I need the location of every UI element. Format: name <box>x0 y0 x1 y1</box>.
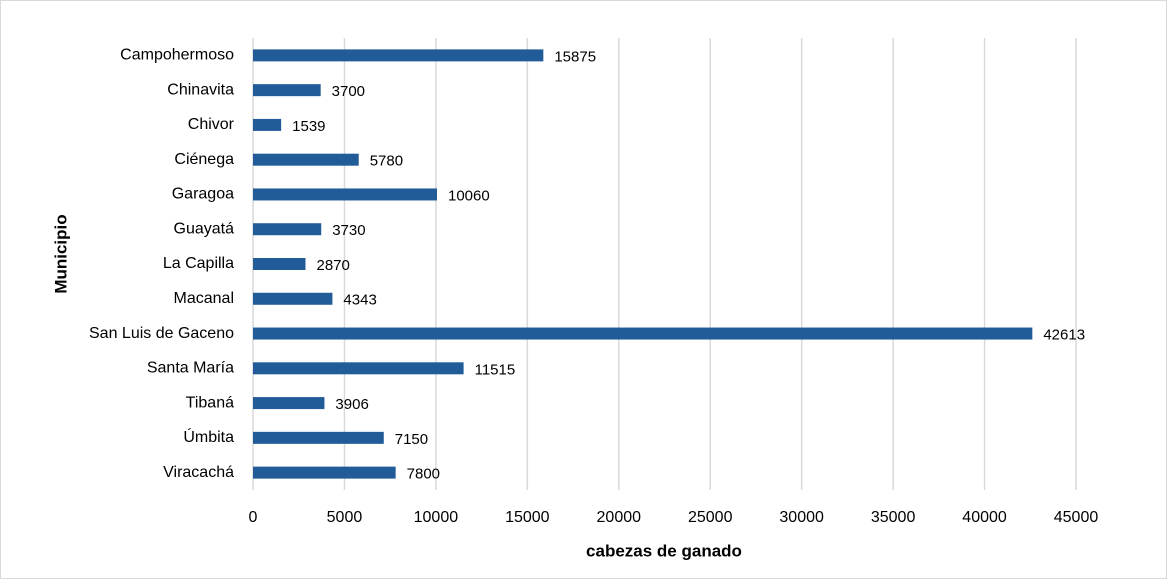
bar <box>253 84 321 97</box>
x-tick-label: 0 <box>249 509 258 526</box>
y-tick-label: Garagoa <box>172 186 234 203</box>
bar <box>253 188 437 201</box>
bar <box>253 466 396 479</box>
data-label: 15875 <box>554 48 596 65</box>
y-tick-label: Macanal <box>174 290 234 307</box>
x-tick-label: 30000 <box>779 509 824 526</box>
data-label: 3700 <box>332 83 365 100</box>
data-label: 11515 <box>475 361 516 378</box>
y-axis-title: Municipio <box>51 214 70 293</box>
x-tick-label: 20000 <box>597 509 642 526</box>
data-label: 3730 <box>332 222 365 239</box>
bar <box>253 223 322 236</box>
y-tick-label: Guayatá <box>174 220 235 237</box>
x-axis-title: cabezas de ganado <box>586 541 742 560</box>
y-tick-label: Campohermoso <box>120 47 234 64</box>
y-tick-label: La Capilla <box>163 255 234 272</box>
y-tick-label: Úmbita <box>183 427 234 446</box>
x-tick-label: 15000 <box>505 509 550 526</box>
y-tick-label: Viracachá <box>163 464 234 481</box>
y-tick-label: Chinavita <box>167 81 234 98</box>
bar <box>253 118 282 131</box>
data-label: 42613 <box>1043 327 1085 344</box>
x-tick-label: 40000 <box>962 509 1007 526</box>
bar <box>253 258 306 270</box>
y-tick-label: Chivor <box>188 116 235 133</box>
data-label: 1539 <box>292 118 325 135</box>
x-tick-label: 35000 <box>871 509 916 526</box>
data-label: 5780 <box>370 153 403 170</box>
bar <box>253 327 1033 340</box>
x-tick-label: 25000 <box>688 509 733 526</box>
x-tick-label: 45000 <box>1054 509 1099 526</box>
data-label: 4343 <box>343 292 376 309</box>
x-tick-label: 5000 <box>327 509 363 526</box>
y-tick-label: Santa María <box>147 360 234 377</box>
bar <box>253 292 333 305</box>
data-label: 2870 <box>316 257 349 274</box>
bar <box>253 431 384 444</box>
y-tick-label: San Luis de Gaceno <box>89 325 234 342</box>
data-label: 7150 <box>395 431 428 448</box>
bar <box>253 362 464 375</box>
bar <box>253 49 544 62</box>
data-label: 7800 <box>407 466 440 483</box>
y-tick-label: Ciénega <box>174 151 234 168</box>
data-label: 10060 <box>448 187 490 204</box>
data-label: 3906 <box>335 396 368 413</box>
bar <box>253 153 359 166</box>
bar <box>253 397 325 410</box>
y-tick-label: Tibaná <box>186 394 234 411</box>
x-tick-label: 10000 <box>414 509 459 526</box>
